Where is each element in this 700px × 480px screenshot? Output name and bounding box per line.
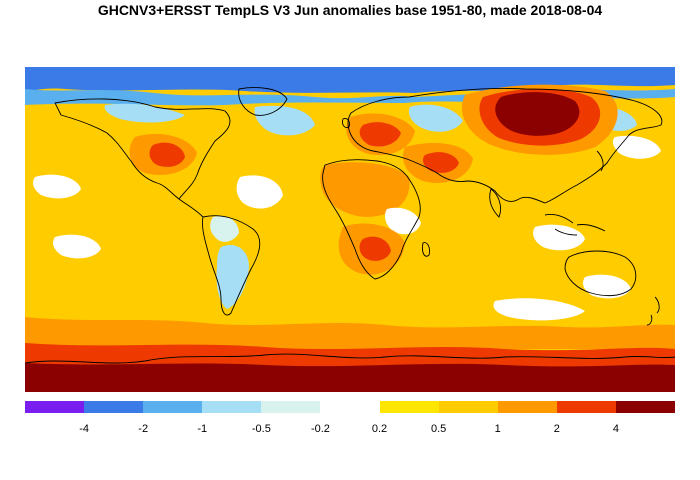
legend-tick-label: -0.2	[310, 423, 330, 435]
legend-swatch	[438, 401, 498, 413]
antarctica-coast	[25, 353, 675, 364]
north-america-coast	[54, 98, 231, 200]
coastlines	[25, 87, 675, 364]
legend-swatch	[143, 401, 203, 413]
anomaly-map	[25, 67, 675, 392]
australia-coast	[564, 250, 637, 297]
greenland-coast	[238, 87, 288, 116]
sea-islands-coast	[544, 214, 606, 236]
south-america-cool	[216, 245, 249, 309]
legend-tick-label: 4	[612, 423, 619, 435]
anomaly-map-svg	[25, 67, 675, 392]
legend-swatch	[261, 401, 321, 413]
legend-tick-label: -4	[79, 423, 89, 435]
anomaly-fields	[25, 67, 675, 392]
south-pacific-pale	[53, 234, 101, 259]
southern-ocean-warm	[25, 317, 675, 349]
north-pacific-mid-pale	[33, 174, 81, 199]
central-america-coast	[178, 198, 204, 218]
south-america-coast	[202, 215, 261, 316]
legend-tick-label: -1	[197, 423, 208, 435]
legend-swatch	[84, 401, 144, 413]
eurasia-coast	[347, 88, 663, 204]
legend-swatch	[556, 401, 616, 413]
legend-swatch	[615, 401, 676, 413]
legend-swatch	[497, 401, 557, 413]
north-africa-warm	[320, 162, 410, 217]
north-pacific-cool	[104, 103, 185, 123]
antarctic-coast-hot	[25, 343, 675, 367]
africa-coast	[322, 159, 421, 280]
legend-tick-label: 2	[553, 423, 560, 435]
antarctica-hot	[25, 363, 675, 392]
legend-tick-label: 0.2	[371, 423, 388, 435]
usa-hot-core	[149, 142, 185, 167]
south-america-pale	[210, 215, 239, 242]
legend-swatch	[25, 401, 85, 413]
europe-hot-core	[359, 122, 401, 147]
legend-tick-label: -0.5	[251, 423, 271, 435]
madagascar-coast	[422, 242, 430, 257]
legend-tick-label: 1	[494, 423, 501, 435]
new-zealand-coast	[646, 296, 660, 326]
british-isles-coast	[342, 118, 350, 128]
southern-africa-hot	[359, 236, 391, 261]
atlantic-pale-patch	[236, 175, 283, 209]
india-coast	[489, 188, 502, 218]
legend-tick-label: 0.5	[430, 423, 447, 435]
japan-coast	[596, 150, 604, 172]
southern-ocean-pale	[493, 298, 585, 321]
map-title: GHCNV3+ERSST TempLS V3 Jun anomalies bas…	[97, 2, 603, 18]
australia-pale	[583, 274, 631, 299]
north-atlantic-cool	[254, 105, 315, 136]
siberia-hot-core	[495, 92, 580, 136]
legend-swatch	[202, 401, 262, 413]
scandinavia-cool	[408, 104, 463, 132]
legend-swatch	[320, 401, 380, 413]
legend-tick-label: -2	[138, 423, 149, 435]
north-pacific-pale	[612, 135, 661, 159]
west-pacific-pale	[533, 224, 585, 251]
east-africa-pale	[385, 207, 421, 235]
color-legend-bar	[25, 401, 676, 413]
caspian-hot-core	[423, 152, 459, 173]
legend-swatch	[379, 401, 439, 413]
